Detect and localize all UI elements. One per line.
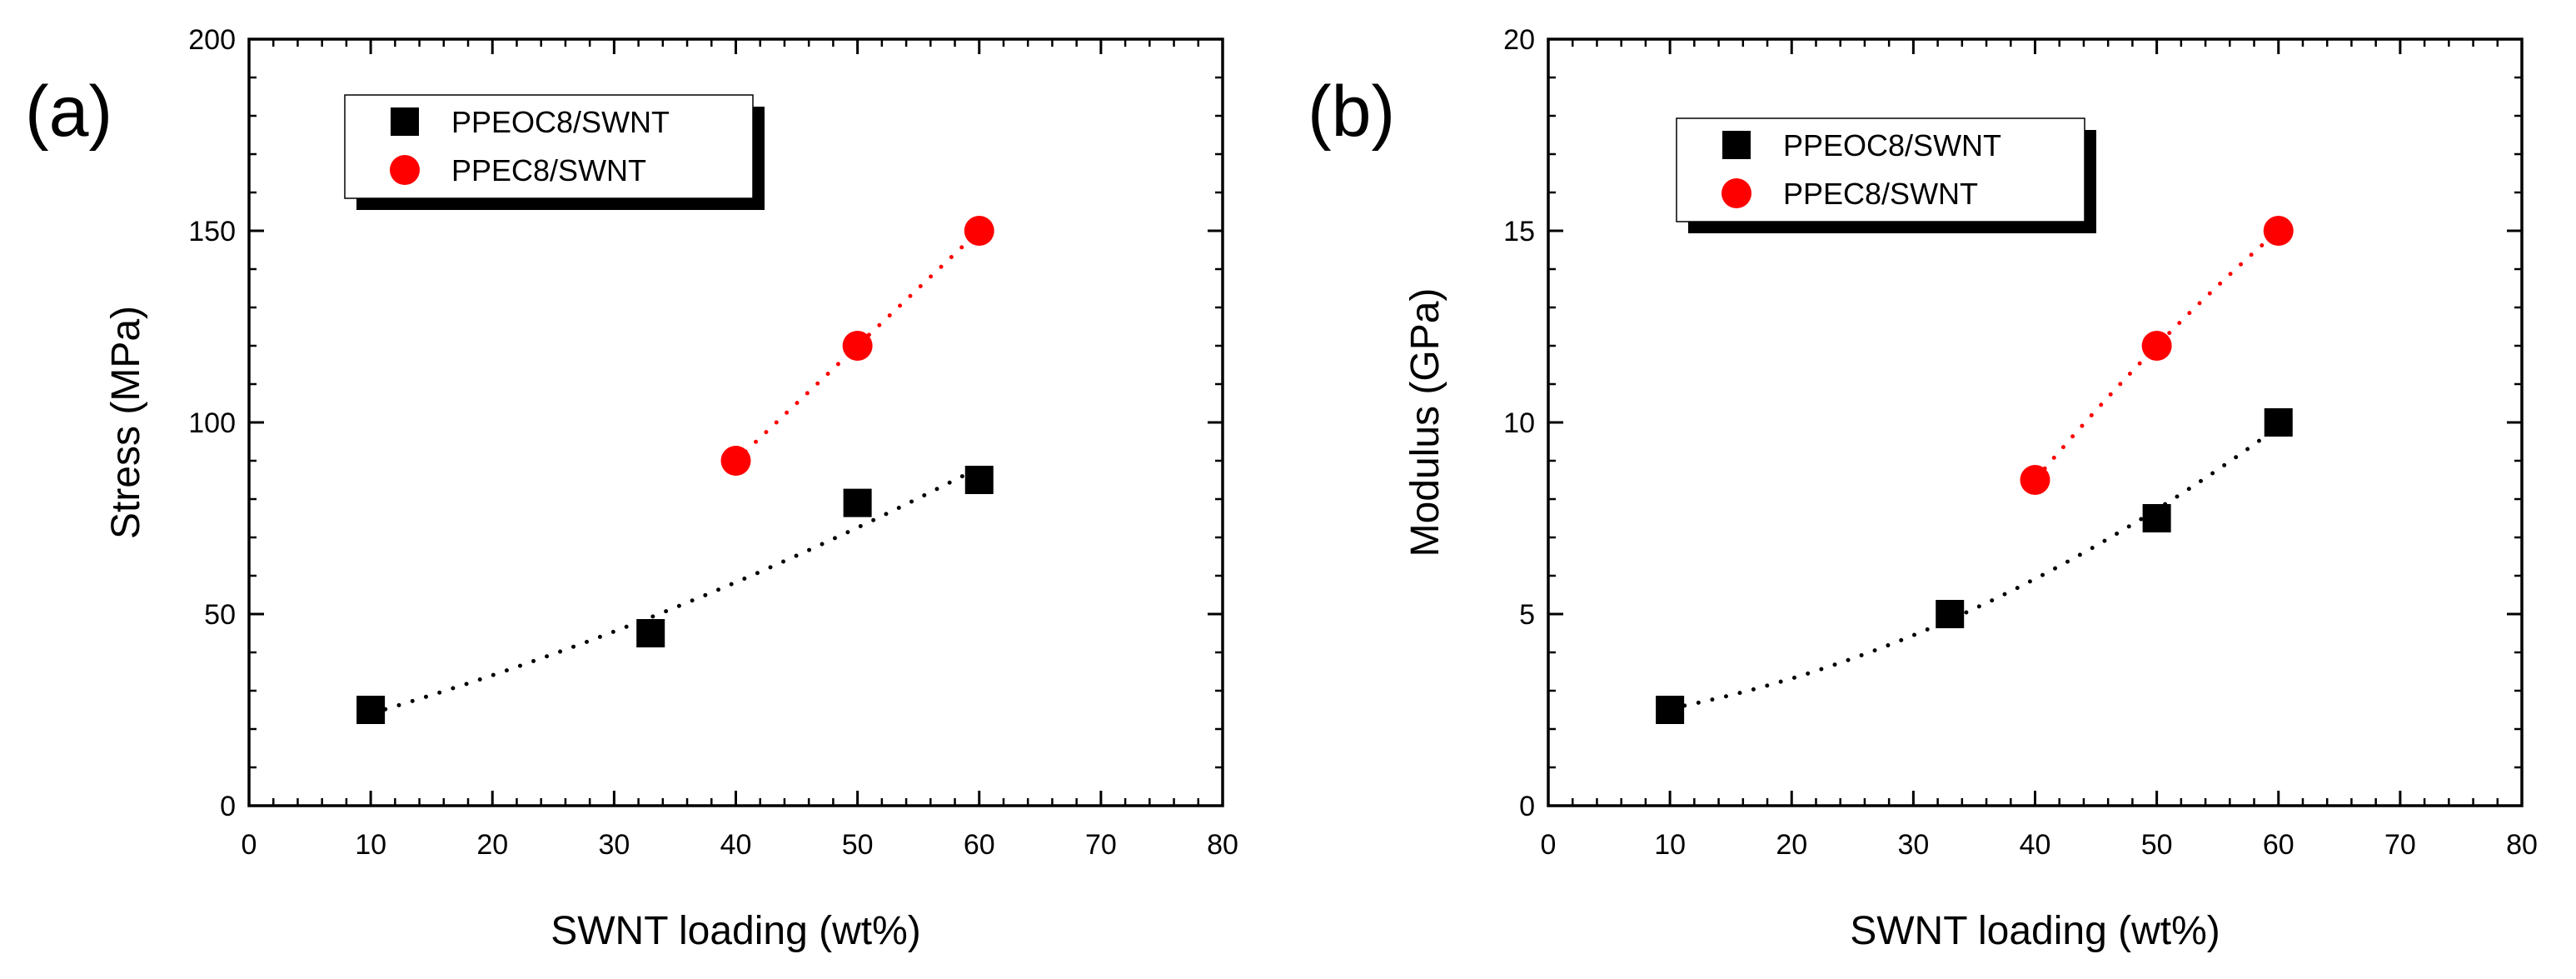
- trend-line-ppeoc8: [1682, 424, 2281, 708]
- panel-label: (a): [25, 72, 112, 152]
- x-tick-label: 70: [1085, 829, 1117, 861]
- data-point-ppec8: [2020, 465, 2050, 495]
- x-axis-label: SWNT loading (wt%): [551, 909, 921, 953]
- legend-label: PPEC8/SWNT: [1783, 177, 1978, 211]
- x-tick-label: 30: [598, 829, 630, 861]
- trend-line-ppec8: [2042, 228, 2281, 471]
- y-tick-label: 200: [188, 24, 236, 56]
- y-tick-label: 5: [1519, 599, 1535, 631]
- data-point-ppeoc8: [964, 466, 994, 494]
- x-tick-label: 60: [2263, 829, 2294, 861]
- data-point-ppeoc8: [843, 488, 872, 517]
- y-tick-label: 15: [1503, 216, 1535, 247]
- data-point-ppeoc8: [2264, 408, 2293, 437]
- data-point-ppec8: [2263, 216, 2294, 246]
- data-point-ppec8: [842, 331, 873, 361]
- x-tick-label: 0: [1541, 829, 1557, 861]
- x-tick-label: 70: [2384, 829, 2416, 861]
- data-point-ppeoc8: [636, 619, 665, 647]
- y-tick-label: 50: [204, 599, 236, 631]
- x-tick-label: 80: [1207, 829, 1238, 861]
- y-tick-label: 100: [188, 407, 236, 439]
- x-tick-label: 10: [355, 829, 386, 861]
- legend-marker: [390, 155, 420, 185]
- panel-label: (b): [1308, 72, 1395, 152]
- panel-a: (a) 0 10 20 30 40 50 60 70 80 0 50 100 150 200 SWNT loa…: [25, 24, 1238, 953]
- y-axis-label: Stress (MPa): [104, 306, 148, 539]
- y-tick-label: 150: [188, 216, 236, 247]
- data-point-ppec8: [720, 446, 751, 476]
- x-tick-label: 40: [720, 829, 752, 861]
- data-point-ppeoc8: [2142, 504, 2171, 532]
- x-tick-label: 50: [842, 829, 874, 861]
- data-point-ppeoc8: [1936, 600, 1965, 628]
- y-axis-label: Modulus (GPa): [1403, 288, 1447, 557]
- trend-line-ppec8: [743, 228, 982, 454]
- x-tick-label: 80: [2506, 829, 2538, 861]
- legend-marker: [1721, 178, 1751, 208]
- x-tick-label: 20: [476, 829, 508, 861]
- y-tick-label: 0: [220, 791, 236, 822]
- y-tick-label: 20: [1503, 24, 1535, 56]
- legend-label: PPEC8/SWNT: [451, 153, 646, 187]
- trend-line-ppeoc8: [383, 465, 982, 712]
- plot-frame: [1547, 37, 2524, 807]
- legend-label: PPEOC8/SWNT: [451, 105, 670, 139]
- data-point-ppeoc8: [1656, 696, 1685, 724]
- y-tick-label: 10: [1503, 407, 1535, 439]
- data-point-ppec8: [964, 216, 994, 246]
- y-tick-label: 0: [1519, 791, 1535, 822]
- x-tick-label: 10: [1654, 829, 1686, 861]
- x-tick-label: 30: [1897, 829, 1929, 861]
- panel-b: (b) 0 10 20 30 40 50 60 70 80 0 5 10 15 20 SWNT loading…: [1308, 24, 2538, 953]
- data-point-ppeoc8: [356, 696, 386, 724]
- x-tick-label: 60: [964, 829, 995, 861]
- legend-marker: [391, 107, 419, 136]
- plot-frame: [247, 37, 1224, 807]
- x-tick-label: 40: [2020, 829, 2051, 861]
- x-tick-label: 0: [242, 829, 257, 861]
- x-axis-label: SWNT loading (wt%): [1850, 909, 2220, 953]
- legend-label: PPEOC8/SWNT: [1783, 128, 2001, 162]
- data-point-ppec8: [2141, 331, 2172, 361]
- x-tick-label: 20: [1776, 829, 1807, 861]
- x-tick-label: 50: [2141, 829, 2173, 861]
- legend-marker: [1722, 131, 1751, 159]
